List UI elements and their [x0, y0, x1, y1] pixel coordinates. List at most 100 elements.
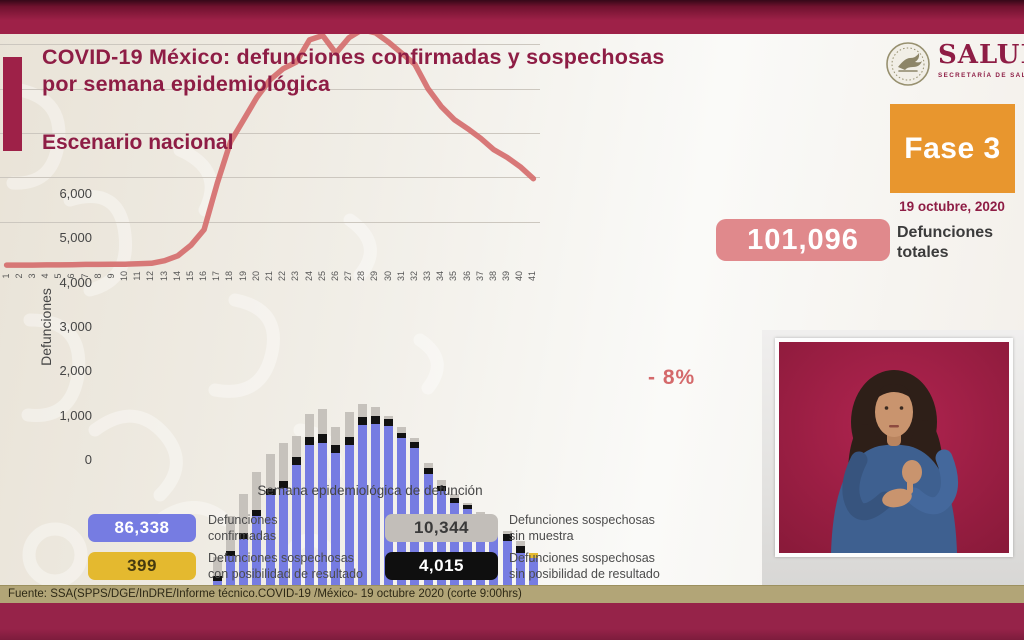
- bar-week-23: [291, 436, 301, 640]
- logo-title: SALUD: [938, 40, 1024, 70]
- bar-segment: [476, 520, 486, 640]
- bar-segment: [449, 493, 459, 498]
- x-tick-label: 38: [487, 271, 498, 282]
- x-tick-label: 15: [184, 271, 195, 282]
- bar-segment: [463, 504, 473, 509]
- bar-segment: [291, 464, 301, 640]
- x-tick-label: 33: [422, 271, 433, 282]
- bar-week-26: [331, 427, 341, 640]
- y-tick-label: 4,000: [59, 274, 92, 290]
- source-text: Fuente: SSA(SPPS/DGE/InDRE/Informe técni…: [8, 588, 522, 600]
- bar-segment: [449, 497, 459, 503]
- gridline: [0, 221, 540, 223]
- y-tick-label: 0: [84, 452, 92, 467]
- bar-segment: [305, 413, 314, 437]
- trend-line: [3, 26, 537, 268]
- bar-segment: [370, 416, 380, 424]
- phase-box: Fase 3: [890, 104, 1015, 193]
- bar-week-32: [410, 438, 420, 640]
- bottom-banner: [0, 603, 1024, 640]
- legend-badge-con-posibilidad: 399: [88, 552, 196, 580]
- x-tick-label: 34: [435, 271, 446, 282]
- x-tick-label: 9: [105, 273, 116, 279]
- gridline: [0, 177, 540, 179]
- bar-segment: [384, 416, 394, 420]
- x-tick-label: 12: [145, 271, 156, 282]
- gridline: [0, 88, 540, 90]
- legend-label-confirmadas: Defunciones confirmadas: [208, 513, 278, 543]
- y-tick-label: 1,000: [59, 407, 92, 423]
- bar-segment: [436, 485, 446, 491]
- x-tick-label: 23: [290, 271, 301, 282]
- x-tick-label: 25: [316, 271, 327, 282]
- x-tick-label: 26: [329, 271, 340, 282]
- x-tick-label: 30: [382, 271, 393, 282]
- bar-segment: [252, 515, 262, 640]
- bar-segment: [212, 575, 222, 582]
- bar-segment: [265, 495, 275, 640]
- bar-segment: [397, 427, 407, 433]
- logo-subtitle: SECRETARÍA DE SALUD: [938, 72, 1024, 79]
- source-bar: Fuente: SSA(SPPS/DGE/InDRE/Informe técni…: [0, 585, 1024, 603]
- bar-segment: [436, 480, 446, 486]
- bar-week-24: [305, 413, 314, 640]
- legend-label-sin-muestra: Defunciones sospechosas sin muestra: [509, 513, 655, 543]
- page-title-line2: por semana epidemiológica: [42, 72, 331, 96]
- bar-segment: [331, 452, 341, 640]
- x-tick-label: 39: [501, 271, 512, 282]
- x-tick-label: 24: [303, 271, 314, 282]
- bar-segment: [265, 488, 275, 496]
- x-tick-label: 22: [277, 271, 288, 282]
- legend-badge-sin-muestra: 10,344: [385, 514, 498, 542]
- x-tick-label: 31: [395, 271, 406, 282]
- bar-segment: [278, 481, 288, 488]
- bar-segment: [318, 442, 328, 640]
- phase-date: 19 octubre, 2020: [899, 199, 1005, 214]
- bar-segment: [239, 532, 249, 539]
- x-tick-label: 13: [158, 271, 169, 282]
- bar-week-22: [278, 442, 288, 640]
- bar-segment: [410, 438, 420, 443]
- bar-segment: [331, 427, 341, 446]
- bar-segment: [357, 424, 367, 640]
- bar-segment: [423, 468, 433, 474]
- bar-segment: [305, 436, 314, 445]
- trend-annotation: - 8%: [648, 366, 696, 389]
- bar-segment: [291, 436, 301, 458]
- bar-segment: [344, 437, 354, 445]
- gridline: [0, 133, 540, 134]
- bar-segment: [410, 442, 420, 448]
- interpreter-video: [775, 338, 1013, 557]
- x-tick-label: 36: [461, 271, 472, 282]
- x-tick-label: 29: [369, 271, 380, 282]
- y-tick-label: 5,000: [59, 230, 92, 246]
- title-accent-bar: [3, 57, 22, 151]
- total-deaths-value: 101,096: [747, 223, 859, 256]
- page-title-line1: COVID-19 México: defunciones confirmadas…: [42, 45, 665, 69]
- bar-segment: [502, 533, 512, 541]
- total-deaths-badge: 101,096: [716, 219, 890, 261]
- interpreter-panel: [762, 330, 1024, 585]
- top-banner: [0, 0, 1024, 34]
- bar-segment: [502, 531, 512, 534]
- x-tick-label: 40: [514, 271, 525, 282]
- bar-segment: [265, 453, 275, 489]
- x-tick-label: 20: [250, 271, 261, 282]
- sign-language-interpreter-icon: [779, 342, 1009, 553]
- legend-badge-sin-posibilidad: 4,015: [385, 552, 498, 580]
- government-seal-icon: [886, 42, 930, 86]
- y-tick-label: 2,000: [59, 363, 92, 379]
- bar-segment: [370, 423, 380, 640]
- x-tick-label: 11: [132, 271, 143, 281]
- y-tick-label: 3,000: [59, 319, 92, 334]
- x-tick-label: 35: [448, 271, 459, 282]
- gridline: [0, 44, 540, 46]
- bar-segment: [357, 417, 367, 425]
- total-deaths-label: Defunciones totales: [897, 224, 994, 261]
- x-tick-label: 32: [408, 271, 419, 282]
- bar-week-20: [252, 471, 262, 640]
- x-tick-label: 10: [119, 271, 130, 282]
- bar-segment: [239, 493, 249, 533]
- bar-segment: [291, 457, 301, 465]
- x-tick-label: 18: [224, 271, 235, 282]
